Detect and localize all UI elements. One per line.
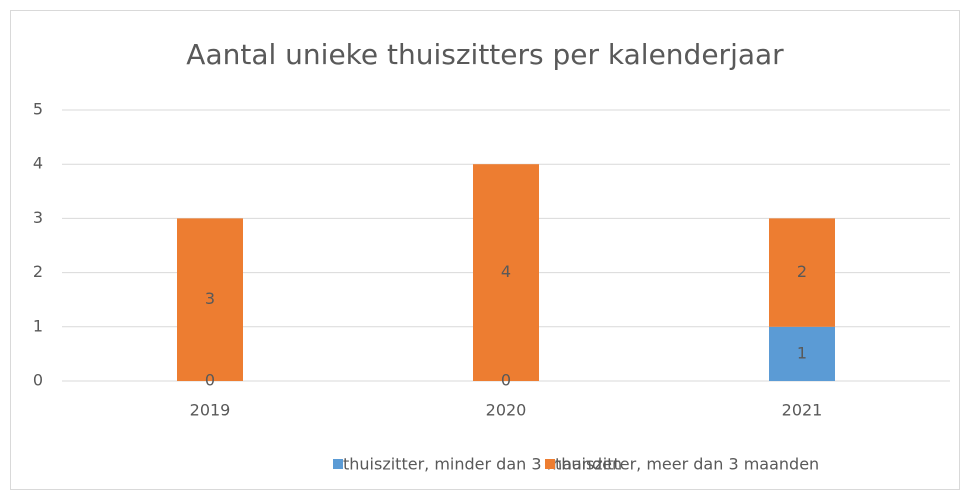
data-label: 2 [797,262,807,281]
x-tick-label: 2021 [782,401,823,420]
data-label: 0 [205,371,215,390]
y-tick-label: 4 [33,154,43,173]
bar-segment [473,164,539,381]
data-label: 3 [205,289,215,308]
y-tick-label: 3 [33,208,43,227]
data-label: 4 [501,262,511,281]
x-tick-label: 2020 [486,401,527,420]
y-tick-label: 1 [33,316,43,335]
y-tick-label: 5 [33,100,43,119]
y-tick-label: 2 [33,262,43,281]
legend-label: thuiszitter, meer dan 3 maanden [555,455,819,474]
bar-segment [769,326,835,381]
y-tick-label: 0 [33,371,43,390]
bar-segment [769,218,835,327]
legend-swatch [545,459,555,469]
x-tick-label: 2019 [190,401,231,420]
data-label: 1 [797,343,807,362]
legend-swatch [333,459,343,469]
chart-title: Aantal unieke thuiszitters per kalenderj… [186,38,784,71]
data-label: 0 [501,371,511,390]
bar-segment [177,218,243,381]
